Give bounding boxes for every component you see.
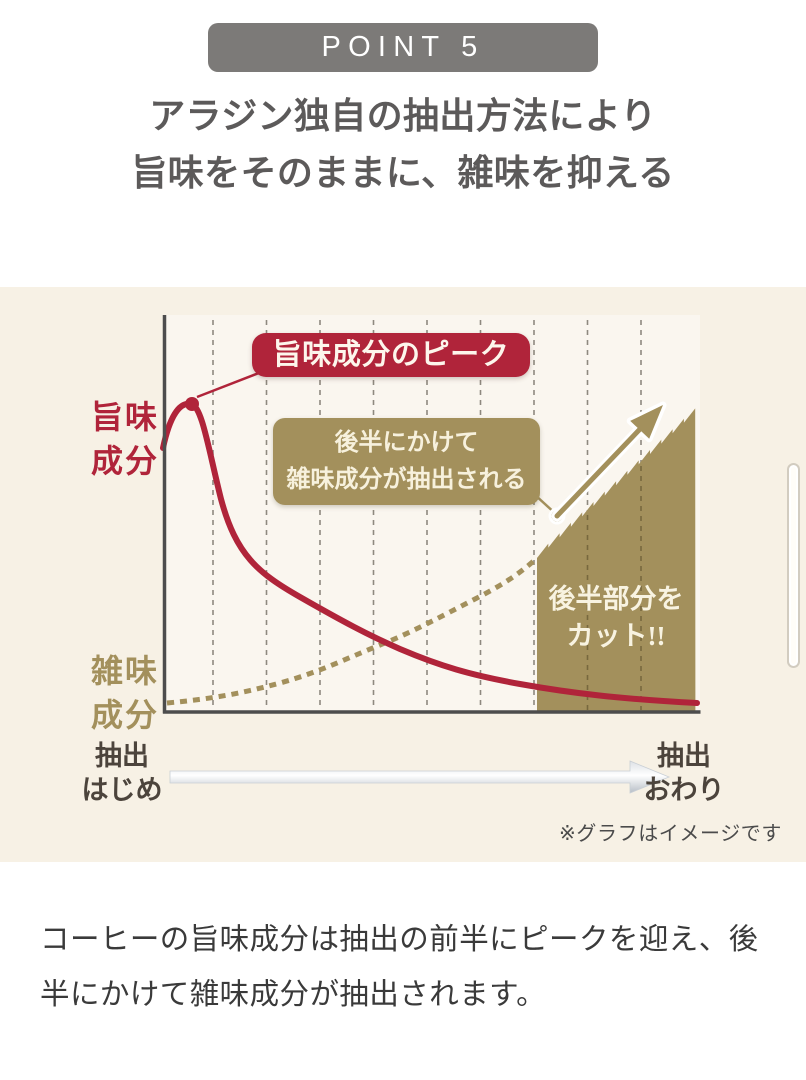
peak-pointer-line — [196, 369, 265, 399]
latter-callout-line-2: 雑味成分が抽出される — [286, 467, 527, 493]
umami-axis-label: 旨味 成分 — [90, 399, 159, 479]
gridlines-over-fill — [586, 466, 642, 710]
peak-point-marker — [185, 397, 199, 411]
cut-region-label: 後半部分を カット!! — [536, 581, 696, 655]
extraction-chart — [160, 315, 701, 794]
x-axis-start-label: 抽出 はじめ — [81, 741, 163, 805]
rising-arrow-icon — [551, 401, 667, 522]
vertical-gridlines — [212, 320, 642, 710]
point-number-badge: POINT 5 — [208, 23, 598, 72]
cut-label-line-1: 後半部分を — [548, 584, 684, 614]
section-heading: アラジン独自の抽出方法により 旨味をそのままに、雑味を抑える — [0, 88, 806, 202]
peak-callout-badge: 旨味成分のピーク — [252, 333, 530, 377]
graph-disclaimer-note: ※グラフはイメージです — [559, 823, 782, 845]
cut-label-line-2: カット!! — [566, 621, 666, 651]
extraction-chart-panel: 旨味成分のピーク 後半にかけて 雑味成分が抽出される 後半部分を カット!! 旨… — [0, 287, 806, 862]
latter-callout-badge: 後半にかけて 雑味成分が抽出される — [273, 418, 540, 505]
latter-callout-line-1: 後半にかけて — [334, 430, 479, 456]
header: POINT 5 アラジン独自の抽出方法により 旨味をそのままに、雑味を抑える — [0, 0, 806, 202]
zatsumi-curve — [166, 557, 538, 706]
description-paragraph: コーヒーの旨味成分は抽出の前半にピークを迎え、後半にかけて雑味成分が抽出されます… — [40, 923, 759, 1012]
x-axis-end-label: 抽出 おわり — [643, 741, 725, 805]
heading-line-1: アラジン独自の抽出方法により — [149, 95, 657, 136]
heading-line-2: 旨味をそのままに、雑味を抑える — [131, 151, 675, 193]
timeline-arrow-icon — [169, 760, 671, 794]
umami-curve — [160, 400, 700, 706]
cut-region-fill — [537, 408, 696, 712]
axes — [162, 315, 701, 714]
zatsumi-axis-label: 雑味 成分 — [90, 653, 159, 733]
scrollbar[interactable] — [787, 463, 800, 668]
